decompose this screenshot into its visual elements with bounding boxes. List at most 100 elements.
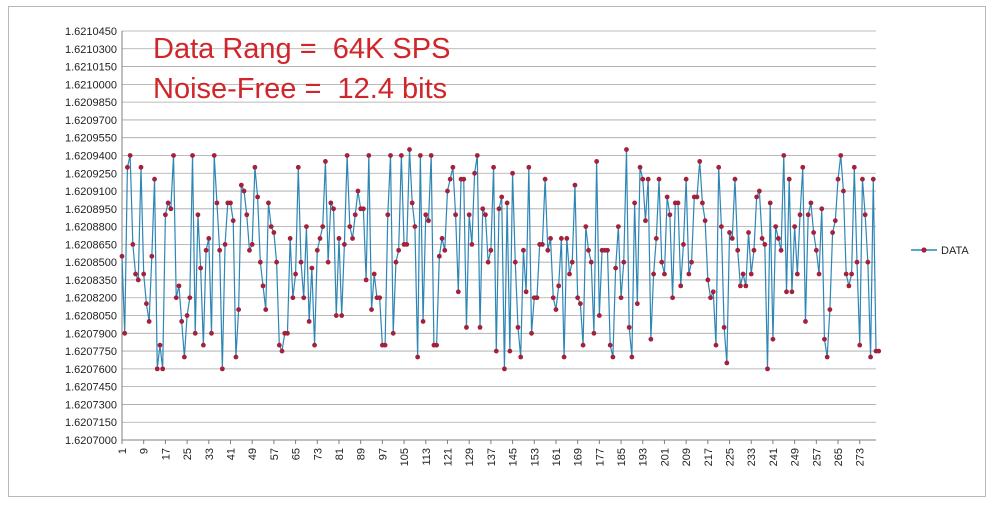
data-point [792, 224, 798, 230]
data-point [333, 313, 339, 318]
data-point [743, 283, 749, 289]
data-point [219, 366, 225, 372]
data-point [127, 153, 133, 158]
data-point [342, 241, 347, 247]
data-point [314, 247, 320, 253]
x-tick-label: 209 [681, 448, 693, 466]
data-point [122, 330, 128, 336]
data-point [377, 295, 383, 301]
data-point [756, 188, 762, 194]
data-point [624, 147, 629, 152]
data-point [238, 182, 244, 188]
data-point [447, 176, 453, 182]
data-point [746, 230, 751, 235]
data-point [163, 212, 168, 218]
data-point [572, 182, 578, 188]
data-point [575, 295, 581, 301]
x-tick-label: 217 [703, 448, 715, 466]
x-tick-label: 9 [139, 448, 151, 454]
data-point [583, 224, 589, 230]
data-point [293, 271, 298, 277]
data-point [396, 247, 402, 253]
data-point [540, 241, 545, 247]
data-point [420, 319, 426, 324]
data-point [588, 259, 594, 265]
data-point [700, 200, 705, 206]
data-point [838, 153, 844, 158]
data-point [645, 176, 651, 182]
y-tick-label: 1.6207000 [65, 435, 117, 447]
data-point [580, 342, 586, 348]
data-point [705, 277, 711, 283]
data-point [135, 277, 141, 283]
data-point [474, 153, 480, 158]
data-point [759, 236, 765, 241]
data-point [811, 230, 817, 235]
data-point [558, 236, 564, 241]
data-point [640, 176, 646, 182]
x-tick-label: 225 [725, 448, 737, 466]
data-point [388, 153, 393, 158]
data-point [228, 200, 233, 206]
data-point [719, 224, 724, 230]
series-data [119, 147, 882, 372]
data-point [200, 342, 206, 348]
data-point [737, 283, 743, 289]
data-point [274, 259, 279, 265]
data-point [409, 200, 415, 206]
data-point [550, 295, 556, 301]
annotation-data-rate: Data Rang = 64K SPS [153, 33, 450, 65]
data-point [179, 319, 185, 324]
annotation-noise-free: Noise-Free = 12.4 bits [153, 73, 447, 105]
data-point [789, 289, 795, 295]
data-point [453, 212, 458, 218]
data-point [133, 271, 138, 277]
data-point [146, 319, 152, 324]
data-point [740, 271, 746, 277]
data-point [808, 200, 814, 206]
data-point [596, 313, 602, 318]
y-tick-labels: 1.6210450 1.6210300 1.6210150 1.6210000 1.62… [65, 26, 117, 447]
data-point [803, 319, 808, 324]
data-point [279, 348, 285, 354]
x-tick-label: 241 [768, 448, 780, 466]
data-point [545, 247, 551, 253]
data-point [206, 236, 212, 241]
data-point [317, 236, 323, 241]
data-point [632, 200, 638, 206]
data-point [770, 336, 776, 342]
data-point [553, 307, 559, 312]
data-point [713, 342, 719, 348]
data-point [493, 348, 499, 354]
data-point [708, 295, 713, 301]
data-point [857, 342, 863, 348]
grid [122, 30, 876, 441]
data-point [488, 247, 494, 253]
y-tick-label: 1.6208050 [65, 311, 117, 323]
data-point [564, 236, 570, 241]
data-point [301, 295, 307, 301]
data-point [298, 259, 304, 265]
y-tick-label: 1.6209250 [65, 168, 117, 180]
x-tick-label: 169 [573, 448, 585, 466]
data-point [830, 230, 835, 235]
data-point [360, 206, 366, 212]
x-tick-label: 257 [811, 448, 823, 466]
x-tick-label: 33 [204, 448, 216, 460]
data-point [816, 271, 822, 277]
data-point [561, 354, 567, 360]
data-point [667, 212, 673, 218]
y-tick-label: 1.6208500 [65, 257, 117, 269]
data-point [154, 366, 160, 372]
x-tick-label: 65 [291, 448, 303, 460]
data-point [257, 259, 263, 265]
data-point [613, 265, 619, 271]
data-point [653, 236, 659, 241]
data-point [168, 206, 174, 212]
y-tick-label: 1.6210450 [65, 26, 117, 38]
x-tick-label: 113 [421, 448, 433, 466]
x-tick-label: 97 [377, 448, 389, 460]
data-point [323, 159, 328, 164]
data-point [496, 206, 502, 212]
data-point [171, 153, 176, 158]
